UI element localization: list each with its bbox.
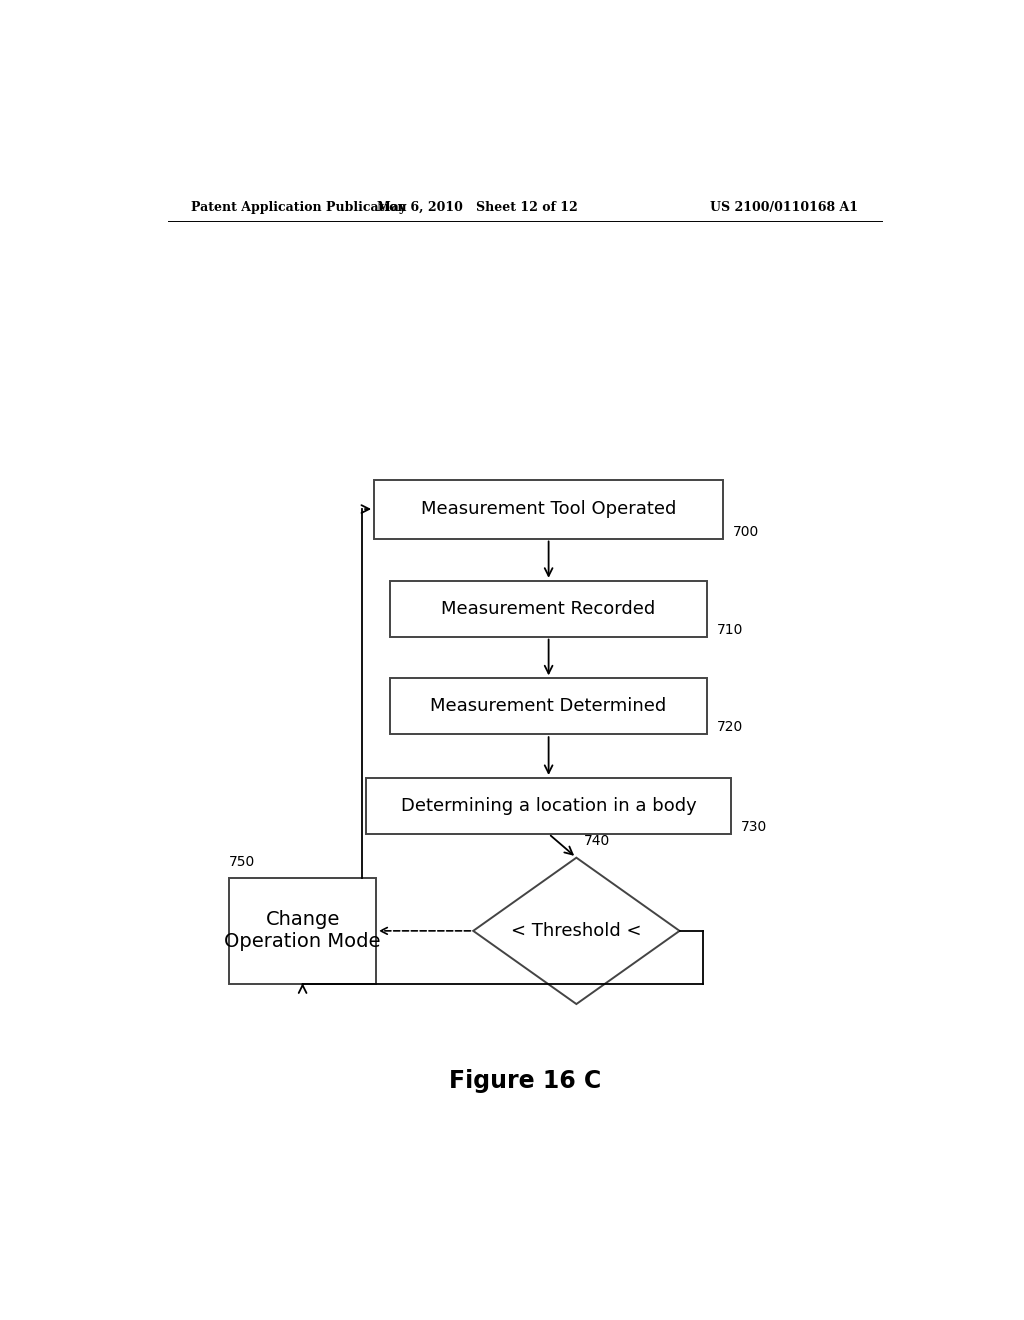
Text: 710: 710 bbox=[717, 623, 743, 636]
Text: Measurement Recorded: Measurement Recorded bbox=[441, 599, 655, 618]
FancyBboxPatch shape bbox=[229, 878, 376, 985]
Text: Patent Application Publication: Patent Application Publication bbox=[191, 201, 407, 214]
Polygon shape bbox=[473, 858, 680, 1005]
Text: 730: 730 bbox=[740, 820, 767, 834]
Text: Determining a location in a body: Determining a location in a body bbox=[400, 797, 696, 814]
Text: Figure 16 C: Figure 16 C bbox=[449, 1069, 601, 1093]
Text: Measurement Determined: Measurement Determined bbox=[430, 697, 667, 715]
Text: 740: 740 bbox=[585, 833, 610, 847]
FancyBboxPatch shape bbox=[374, 479, 723, 539]
Text: 750: 750 bbox=[229, 855, 255, 870]
Text: 700: 700 bbox=[733, 524, 759, 539]
Text: < Threshold <: < Threshold < bbox=[511, 921, 642, 940]
Text: Measurement Tool Operated: Measurement Tool Operated bbox=[421, 500, 676, 517]
Text: Change
Operation Mode: Change Operation Mode bbox=[224, 911, 381, 952]
Text: US 2100/0110168 A1: US 2100/0110168 A1 bbox=[710, 201, 858, 214]
FancyBboxPatch shape bbox=[367, 777, 731, 834]
Text: 720: 720 bbox=[717, 721, 743, 734]
FancyBboxPatch shape bbox=[390, 581, 708, 636]
Text: May 6, 2010   Sheet 12 of 12: May 6, 2010 Sheet 12 of 12 bbox=[377, 201, 578, 214]
FancyBboxPatch shape bbox=[390, 678, 708, 734]
